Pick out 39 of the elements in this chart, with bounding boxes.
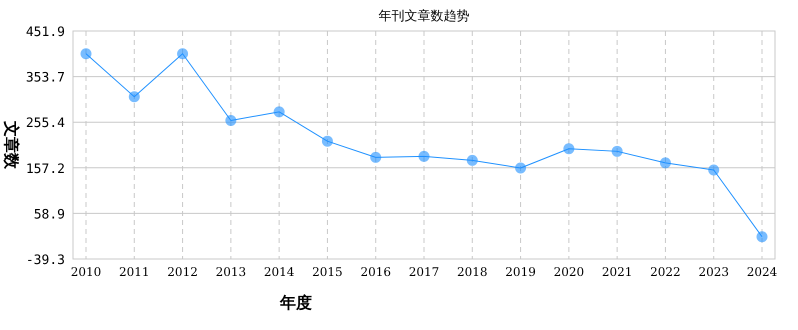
x-tick-label: 2018: [457, 265, 488, 279]
x-tick-label: 2016: [360, 265, 391, 279]
point: [563, 143, 574, 154]
x-tick-label: 2020: [554, 265, 584, 279]
point: [177, 48, 188, 60]
point: [660, 157, 671, 168]
x-tick-label: 2012: [167, 265, 198, 279]
x-tick-label: 2011: [119, 265, 150, 279]
y-tick-label: 58.9: [34, 207, 65, 222]
x-tick-label: 2024: [746, 265, 778, 279]
point: [418, 150, 430, 162]
point: [708, 164, 720, 176]
point: [612, 146, 623, 157]
y-tick-label: -39.3: [26, 253, 65, 268]
point: [370, 152, 382, 163]
x-tick-label: 2014: [264, 265, 295, 279]
x-tick-label: 2010: [70, 265, 102, 279]
point: [274, 106, 285, 118]
point: [515, 162, 526, 174]
y-axis-title: 文章数: [2, 120, 21, 170]
y-tick-label: 255.4: [26, 116, 66, 132]
x-tick-label: 2017: [408, 265, 440, 279]
x-tick-label: 2021: [602, 265, 632, 279]
point: [80, 48, 92, 60]
point: [128, 91, 140, 102]
x-tick-label: 2013: [216, 265, 246, 279]
chart-title: 年刊文章数趋势: [378, 9, 470, 24]
point: [756, 231, 768, 242]
x-tick-label: 2015: [312, 265, 343, 279]
y-tick-label: 353.7: [26, 70, 65, 86]
point: [322, 136, 333, 147]
x-tick-label: 2023: [698, 265, 729, 279]
y-tick-label: 157.2: [26, 162, 65, 177]
x-tick-label: 2022: [650, 265, 681, 279]
x-axis-title: 年度: [279, 293, 312, 312]
point: [466, 154, 478, 166]
y-tick-label: 451.9: [26, 25, 65, 40]
x-tick-label: 2019: [505, 265, 536, 279]
point: [225, 114, 236, 126]
